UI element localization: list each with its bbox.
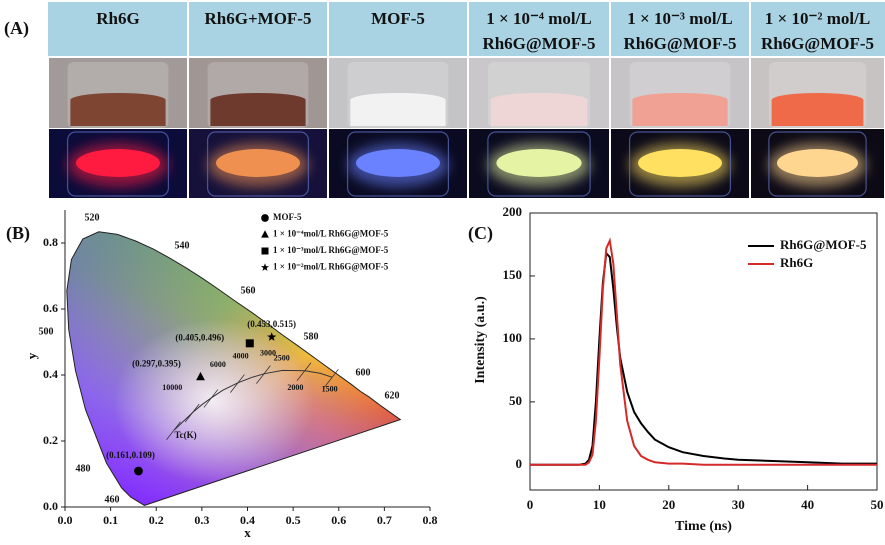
data-label: (0.297,0.395) [132, 359, 181, 369]
x-tick-label: 0.6 [331, 513, 346, 527]
uv-powder [216, 149, 300, 177]
cct-label: 2500 [274, 353, 290, 362]
column-header: 1 × 10⁻⁴ mol/L [486, 9, 591, 28]
x-axis-label: x [244, 525, 251, 540]
panel-label: (A) [4, 18, 29, 39]
x-tick-label: 0.1 [103, 513, 118, 527]
uv-powder [496, 149, 581, 177]
point [134, 467, 143, 476]
y-axis-label: y [24, 352, 39, 359]
powder-top [772, 93, 864, 107]
y-tick-label: 0.6 [43, 301, 58, 315]
y-tick-label: 100 [503, 330, 523, 345]
header-band [48, 2, 885, 56]
wavelength-label: 460 [105, 494, 120, 505]
y-tick-label: 0.4 [43, 367, 58, 381]
column-header: Rh6G@MOF-5 [623, 34, 736, 53]
wavelength-label: 500 [39, 326, 54, 337]
x-tick-label: 0.8 [423, 513, 438, 527]
legend-label: MOF-5 [273, 212, 302, 222]
legend-marker [261, 263, 269, 271]
column-header: MOF-5 [371, 9, 425, 28]
x-tick-label: 20 [662, 497, 675, 512]
data-label: (0.453,0.515) [247, 319, 296, 329]
wavelength-label: 620 [385, 390, 400, 401]
cct-label: 4000 [233, 352, 249, 361]
gamut-fill [67, 232, 401, 506]
uv-powder [76, 149, 160, 177]
x-axis-label: Time (ns) [675, 519, 732, 534]
powder-top [210, 93, 305, 107]
legend-label: Rh6G [780, 255, 813, 270]
wavelength-label: 520 [85, 212, 100, 223]
powder-top [632, 93, 727, 107]
cct-label: 1500 [322, 385, 338, 394]
series-line [530, 253, 877, 464]
wavelength-label: 600 [356, 367, 371, 378]
column-header: Rh6G [96, 9, 139, 28]
y-tick-label: 50 [509, 393, 522, 408]
x-tick-label: 0.5 [286, 513, 301, 527]
legend-marker [262, 248, 269, 255]
y-tick-label: 0.8 [43, 235, 58, 249]
panel-label: (C) [468, 223, 493, 244]
point [246, 339, 254, 347]
x-tick-label: 40 [801, 497, 814, 512]
photo-panel: Rh6G Rh6G+MOF-5 MOF-5 1 × 10⁻⁴ mol/L Rh6G@MO… [48, 2, 885, 198]
data-label: (0.405,0.496) [175, 332, 224, 342]
wavelength-label: 480 [76, 463, 91, 474]
x-tick-label: 0.0 [58, 513, 73, 527]
wavelength-label: 540 [175, 240, 190, 251]
y-tick-label: 200 [503, 204, 523, 219]
wavelength-label: 560 [241, 285, 256, 296]
y-tick-label: 0.0 [43, 499, 58, 513]
cct-axis-label: Tc(K) [175, 430, 197, 440]
uv-powder [638, 149, 722, 177]
column-header: Rh6G@MOF-5 [482, 34, 595, 53]
x-tick-label: 30 [732, 497, 745, 512]
wavelength-label: 580 [304, 331, 319, 342]
x-tick-label: 0.2 [149, 513, 164, 527]
uv-powder [356, 149, 440, 177]
x-tick-label: 0 [527, 497, 534, 512]
cct-label: 10000 [162, 383, 182, 392]
plot-frame [530, 213, 877, 490]
x-tick-label: 50 [871, 497, 884, 512]
decay-chart: 0 10 20 30 40 50 0 50 100 150 200 Time (ns) Intensit… [468, 204, 884, 534]
uv-powder [777, 149, 858, 177]
panel-label: (B) [6, 223, 30, 244]
legend-label: Rh6G@MOF-5 [780, 237, 867, 252]
column-header: Rh6G+MOF-5 [205, 9, 312, 28]
x-tick-label: 0.7 [377, 513, 392, 527]
x-tick-label: 0.3 [194, 513, 209, 527]
series-line [530, 241, 877, 465]
cct-label: 2000 [287, 383, 303, 392]
column-header: Rh6G@MOF-5 [761, 34, 874, 53]
figure: (A) Rh6GRh6G+MOF-5MOF-51 × 10⁻⁴ mol/LRh6… [0, 0, 885, 540]
y-tick-label: 0.2 [43, 433, 58, 447]
y-tick-label: 0 [516, 456, 523, 471]
legend-label: 1 × 10⁻²mol/L Rh6G@MOF-5 [273, 262, 389, 272]
column-header: 1 × 10⁻³ mol/L [627, 9, 732, 28]
data-label: (0.161,0.109) [106, 450, 155, 460]
legend-marker [261, 230, 269, 237]
y-tick-label: 150 [503, 267, 523, 282]
column-header: 1 × 10⁻² mol/L [765, 9, 870, 28]
legend-marker [261, 214, 269, 222]
cct-label: 6000 [210, 360, 226, 369]
powder-top [70, 93, 165, 107]
legend-label: 1 × 10⁻⁴mol/L Rh6G@MOF-5 [273, 229, 389, 239]
legend-label: 1 × 10⁻³mol/L Rh6G@MOF-5 [273, 245, 389, 255]
x-tick-label: 10 [593, 497, 606, 512]
powder-top [350, 93, 445, 107]
y-axis-label: Intensity (a.u.) [473, 296, 488, 384]
page: { "panel_a": { "label": "(A)", "columns"… [0, 0, 885, 540]
powder-top [491, 93, 588, 107]
